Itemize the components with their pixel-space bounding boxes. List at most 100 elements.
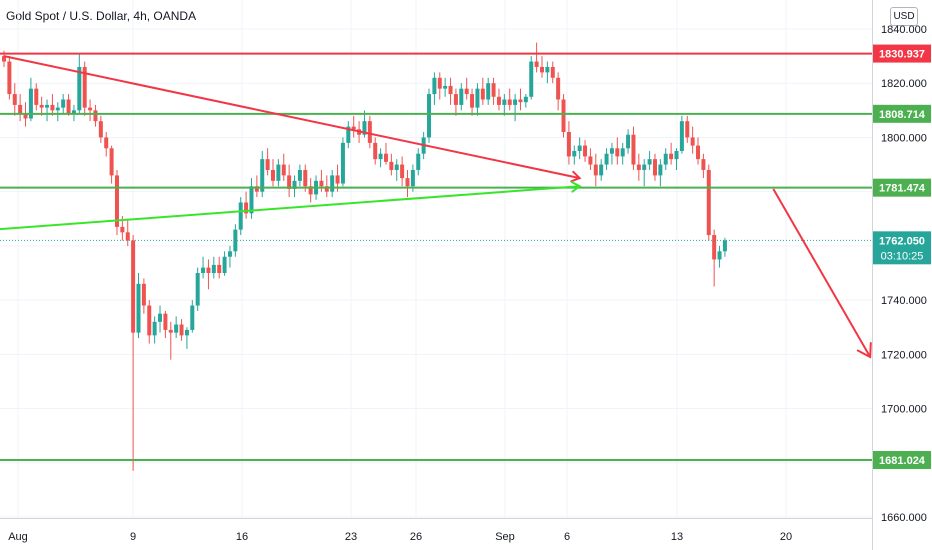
last-price-label: 1762.050 xyxy=(879,235,925,247)
candle-body xyxy=(104,137,109,149)
candle-body xyxy=(513,99,518,105)
candle-body xyxy=(77,66,82,111)
candle-body xyxy=(443,85,448,89)
candle-body xyxy=(599,164,604,176)
candle-body xyxy=(491,83,496,97)
candle-body xyxy=(287,175,292,189)
trendline-arrowhead xyxy=(570,180,582,193)
candle-body xyxy=(351,126,356,130)
candle-body xyxy=(88,107,93,111)
candle-body xyxy=(529,61,534,97)
candle-body xyxy=(227,251,232,257)
candle-body xyxy=(61,99,66,108)
candle-body xyxy=(556,77,561,100)
candle-body xyxy=(652,159,657,176)
candle-body xyxy=(45,104,50,108)
y-tick-label: 1740.000 xyxy=(881,295,927,307)
candle-body xyxy=(701,159,706,170)
candle-body xyxy=(540,66,544,73)
projection-arrow[interactable] xyxy=(772,188,872,358)
candle-body xyxy=(437,77,442,89)
x-tick-label: 9 xyxy=(130,531,136,543)
trendline[interactable] xyxy=(0,185,580,231)
candle-body xyxy=(136,283,141,333)
candle-body xyxy=(572,151,577,157)
candle-body xyxy=(394,164,399,170)
candle-body xyxy=(706,169,711,236)
candle-body xyxy=(93,110,98,122)
bar-countdown-label: 03:10:25 xyxy=(881,250,924,262)
chart-title: Gold Spot / U.S. Dollar, 4h, OANDA xyxy=(6,9,197,23)
candle-body xyxy=(179,324,184,336)
candle-body xyxy=(378,153,383,160)
candle-body xyxy=(292,180,297,189)
candle-body xyxy=(222,256,227,273)
candle-body xyxy=(147,305,152,336)
candle-body xyxy=(636,164,641,170)
candle-body xyxy=(550,66,555,78)
candle-body xyxy=(260,159,265,192)
level-price-label: 1830.937 xyxy=(879,49,925,61)
candle-body xyxy=(249,186,254,214)
level-price-label: 1781.474 xyxy=(879,183,926,195)
candle-body xyxy=(131,240,136,333)
candle-body xyxy=(50,104,55,111)
candle-body xyxy=(620,148,625,157)
level-price-label-bg xyxy=(873,178,931,197)
candle-body xyxy=(545,66,550,73)
candle-body xyxy=(663,153,668,165)
candle-body xyxy=(244,202,249,214)
candle-body xyxy=(265,159,270,170)
candle-body xyxy=(23,113,28,119)
candle-body xyxy=(685,121,690,138)
candle-body xyxy=(507,99,512,105)
x-tick-label: 23 xyxy=(345,531,357,543)
candle-body xyxy=(324,186,329,192)
trendline[interactable] xyxy=(3,55,580,180)
candle-body xyxy=(534,61,539,67)
x-tick-label: Aug xyxy=(8,531,28,543)
candle-body xyxy=(18,104,23,114)
y-tick-label: 1800.000 xyxy=(881,132,927,144)
candle-body xyxy=(712,235,717,260)
level-price-label-bg xyxy=(873,104,931,123)
candle-body xyxy=(335,175,340,184)
candle-body xyxy=(658,164,663,176)
candle-body xyxy=(496,96,501,105)
candle-body xyxy=(195,273,200,306)
candle-body xyxy=(674,151,679,160)
candle-body xyxy=(588,156,593,165)
candle-body xyxy=(12,94,17,105)
candle-body xyxy=(448,85,453,95)
candle-body xyxy=(717,251,722,260)
y-tick-label: 1720.000 xyxy=(881,349,927,361)
candle-body xyxy=(201,267,206,273)
x-tick-label: 6 xyxy=(564,531,570,543)
x-tick-label: 16 xyxy=(236,531,248,543)
candle-body xyxy=(669,153,674,160)
x-tick-label: 20 xyxy=(780,531,792,543)
candle-body xyxy=(28,88,33,119)
candle-body xyxy=(276,164,281,181)
candle-body xyxy=(593,164,598,176)
candle-body xyxy=(453,94,458,105)
candle-body xyxy=(217,264,222,273)
candle-body xyxy=(362,121,367,135)
candle-body xyxy=(71,110,76,114)
candle-body xyxy=(340,142,345,184)
candle-body xyxy=(626,134,631,149)
candle-body xyxy=(566,132,571,157)
candle-body xyxy=(518,99,523,103)
y-tick-label: 1840.000 xyxy=(881,24,927,36)
candle-body xyxy=(470,94,475,108)
candle-body xyxy=(722,240,727,252)
candle-body xyxy=(367,121,372,143)
candle-body xyxy=(39,104,44,108)
candle-body xyxy=(480,88,485,100)
level-price-label-bg xyxy=(873,451,931,470)
candle-body xyxy=(464,88,469,95)
currency-button[interactable]: USD xyxy=(890,7,918,26)
candle-body xyxy=(679,121,684,151)
candle-body xyxy=(405,178,410,187)
